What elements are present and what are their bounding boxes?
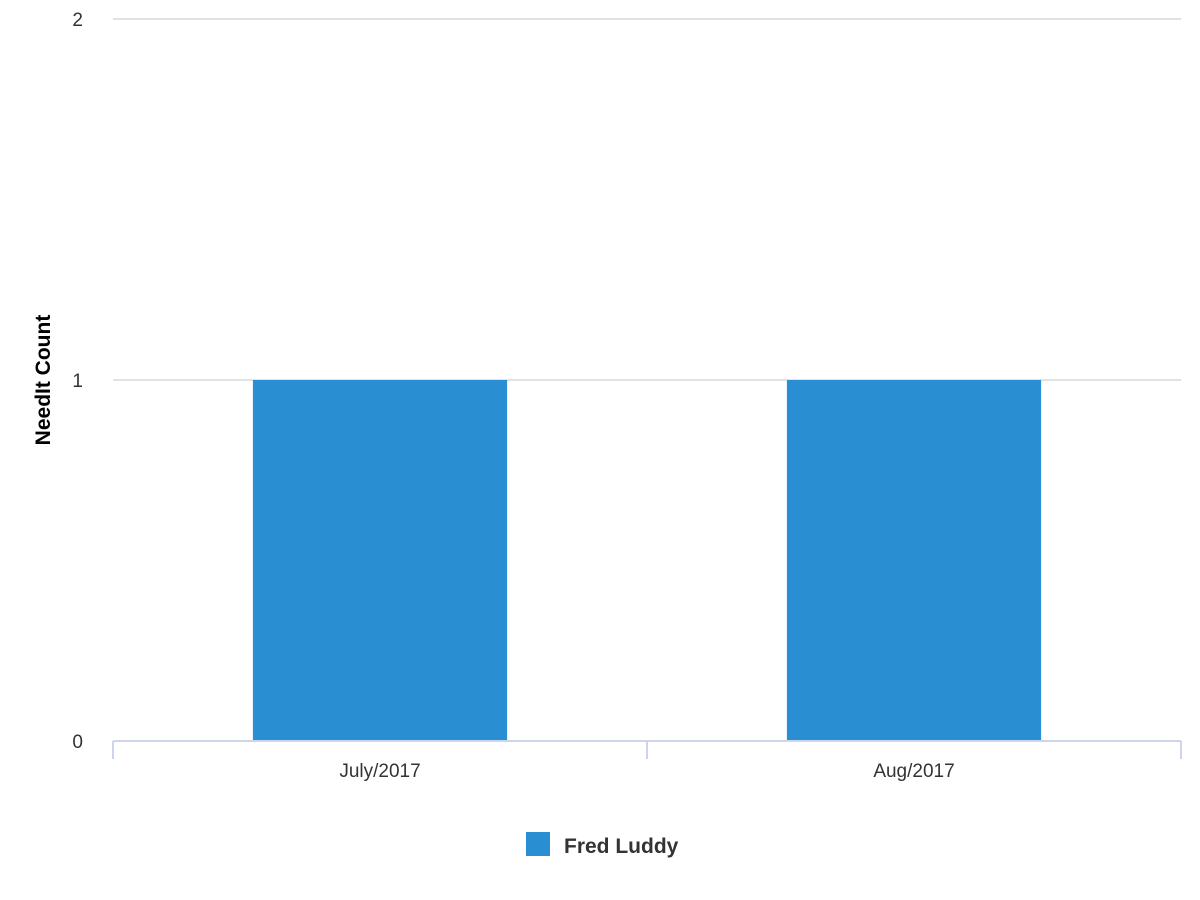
legend: Fred Luddy	[526, 832, 679, 858]
x-axis	[112, 740, 1182, 759]
x-tick-label: July/2017	[339, 761, 420, 782]
x-axis-ticks: July/2017 Aug/2017	[339, 761, 954, 782]
y-axis-title: NeedIt Count	[32, 315, 55, 446]
y-tick-label: 1	[72, 371, 83, 392]
x-tick-label: Aug/2017	[873, 761, 954, 782]
bars	[252, 380, 1042, 741]
legend-swatch[interactable]	[526, 832, 550, 856]
bar[interactable]	[786, 380, 1042, 741]
y-tick-label: 2	[72, 10, 83, 31]
bar[interactable]	[252, 380, 508, 741]
gridlines	[113, 18, 1181, 381]
y-axis-ticks: 0 1 2	[72, 10, 83, 753]
y-tick-label: 0	[72, 732, 83, 753]
legend-label[interactable]: Fred Luddy	[564, 835, 679, 858]
